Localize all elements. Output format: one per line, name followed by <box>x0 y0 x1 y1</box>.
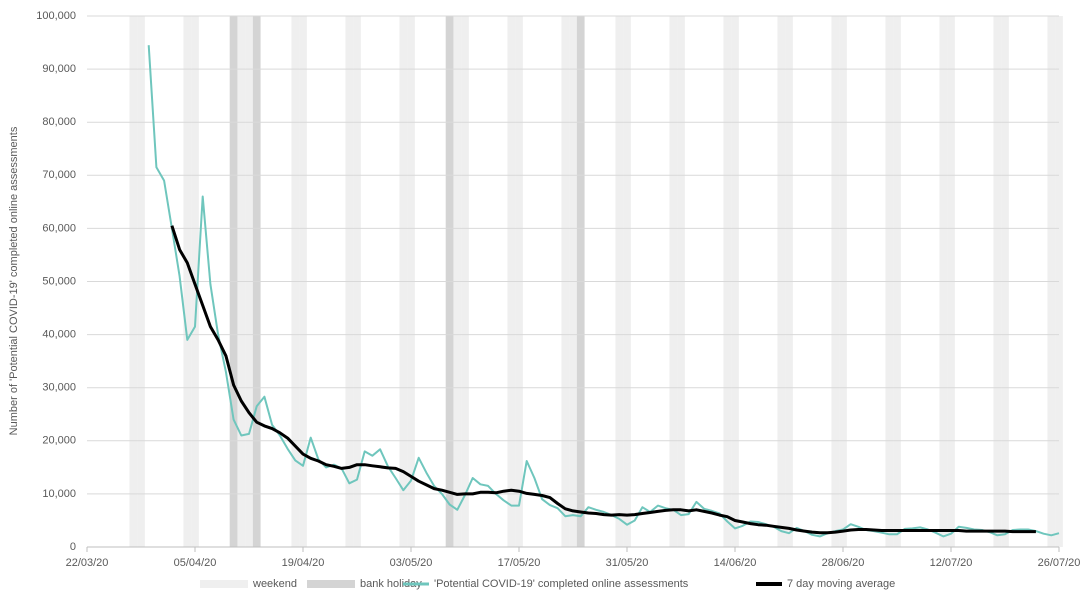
x-tick-label: 26/07/20 <box>1038 557 1081 569</box>
y-tick-label: 50,000 <box>42 275 76 287</box>
y-tick-label: 100,000 <box>36 10 76 22</box>
y-tick-label: 80,000 <box>42 116 76 128</box>
x-tick-label: 03/05/20 <box>390 557 433 569</box>
data-line <box>170 225 1036 535</box>
y-tick-label: 10,000 <box>42 488 76 500</box>
y-tick-label: 20,000 <box>42 435 76 447</box>
legend-swatch <box>307 580 355 588</box>
legend-swatch <box>200 580 248 588</box>
legend-label: 'Potential COVID-19' completed online as… <box>434 578 689 590</box>
y-tick-label: 90,000 <box>42 63 76 75</box>
x-tick-label: 31/05/20 <box>606 557 649 569</box>
y-tick-label: 30,000 <box>42 382 76 394</box>
x-tick-label: 05/04/20 <box>174 557 217 569</box>
x-tick-label: 28/06/20 <box>822 557 865 569</box>
x-tick-label: 22/03/20 <box>66 557 109 569</box>
x-tick-label: 14/06/20 <box>714 557 757 569</box>
y-tick-label: 0 <box>70 541 76 553</box>
y-tick-label: 40,000 <box>42 329 76 341</box>
x-tick-label: 19/04/20 <box>282 557 325 569</box>
y-tick-label: 60,000 <box>42 222 76 234</box>
x-tick-label: 12/07/20 <box>930 557 973 569</box>
legend-label: 7 day moving average <box>787 578 895 590</box>
legend-label: bank holiday <box>360 578 422 590</box>
y-axis-title: Number of 'Potential COVID-19' completed… <box>8 126 20 435</box>
x-tick-label: 17/05/20 <box>498 557 541 569</box>
y-tick-label: 70,000 <box>42 169 76 181</box>
data-line <box>147 45 1060 538</box>
legend-label: weekend <box>252 578 297 590</box>
